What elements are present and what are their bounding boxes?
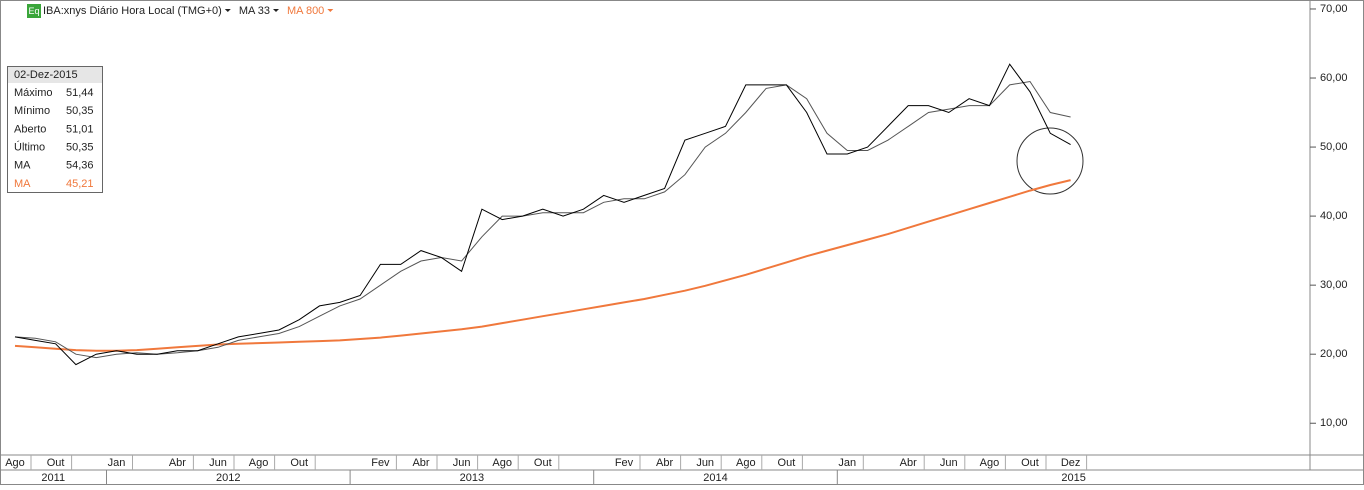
year-label: 2011	[41, 472, 65, 484]
x-tick-label: Ago	[980, 457, 1000, 469]
info-value: 51,44	[66, 87, 94, 99]
info-label: Aberto	[14, 123, 46, 135]
x-tick-label: Jan	[108, 457, 126, 469]
dropdown-arrow	[273, 9, 279, 12]
y-tick-label: 60,00	[1320, 72, 1348, 84]
y-tick-label: 70,00	[1320, 3, 1348, 15]
price-line	[14, 63, 1071, 366]
x-tick-label: Dez	[1061, 457, 1081, 469]
x-tick-label: Out	[47, 457, 65, 469]
x-tick-label: Ago	[5, 457, 25, 469]
info-label: MA	[14, 160, 31, 172]
info-header	[8, 67, 102, 83]
info-panel: 02-Dez-2015 Máximo 51,44 Mínimo 50,35 Aberto…	[7, 66, 103, 193]
year-label: 2013	[460, 472, 484, 484]
x-tick-label: Abr	[900, 457, 917, 469]
y-tick-label: 50,00	[1320, 141, 1348, 153]
dropdown-arrow	[224, 9, 231, 12]
dropdown-arrow	[327, 9, 334, 12]
x-tick-label: Abr	[656, 457, 673, 469]
x-tick-label: Jun	[209, 457, 227, 469]
x-tick-label: Ago	[492, 457, 512, 469]
info-value: 50,35	[66, 105, 94, 117]
legend-item[interactable]: MA 800	[287, 5, 324, 17]
y-tick-label: 10,00	[1320, 417, 1348, 429]
ma-line	[14, 179, 1071, 352]
info-date: 02-Dez-2015	[14, 69, 78, 81]
x-tick-label: Ago	[249, 457, 269, 469]
x-tick-label: Jun	[453, 457, 471, 469]
info-label: Mínimo	[14, 105, 50, 117]
x-tick-label: Fev	[615, 457, 634, 469]
info-value: 45,21	[66, 178, 94, 190]
x-tick-label: Jun	[940, 457, 958, 469]
year-label: 2012	[216, 472, 240, 484]
icon	[27, 4, 41, 18]
x-tick-label: Out	[1021, 457, 1039, 469]
info-box	[7, 66, 103, 193]
info-label: Último	[14, 141, 45, 154]
year-label: 2014	[703, 472, 727, 484]
y-tick-label: 30,00	[1320, 279, 1348, 291]
x-tick-label: Abr	[412, 457, 429, 469]
x-tick-label: Jun	[696, 457, 714, 469]
year-label: 2015	[1061, 472, 1085, 484]
legend-item[interactable]: MA 33	[239, 5, 270, 17]
highlight-circle	[1016, 127, 1084, 195]
info-label: Máximo	[14, 87, 53, 99]
icon-text: Eq	[28, 6, 39, 16]
info-value: 51,01	[66, 123, 94, 135]
x-tick-label: Jan	[838, 457, 856, 469]
info-label: MA	[14, 178, 31, 190]
y-tick-label: 20,00	[1320, 348, 1348, 360]
x-tick-label: Fev	[371, 457, 390, 469]
info-value: 54,36	[66, 160, 94, 172]
chart-title[interactable]: IBA:xnys Diário Hora Local (TMG+0)	[43, 5, 222, 17]
y-tick-label: 40,00	[1320, 210, 1348, 222]
x-tick-label: Out	[534, 457, 552, 469]
x-tick-label: Ago	[736, 457, 756, 469]
info-value: 50,35	[66, 142, 94, 154]
ma-line	[14, 80, 1071, 359]
x-tick-label: Out	[778, 457, 796, 469]
x-tick-label: Abr	[169, 457, 186, 469]
x-tick-label: Out	[290, 457, 308, 469]
